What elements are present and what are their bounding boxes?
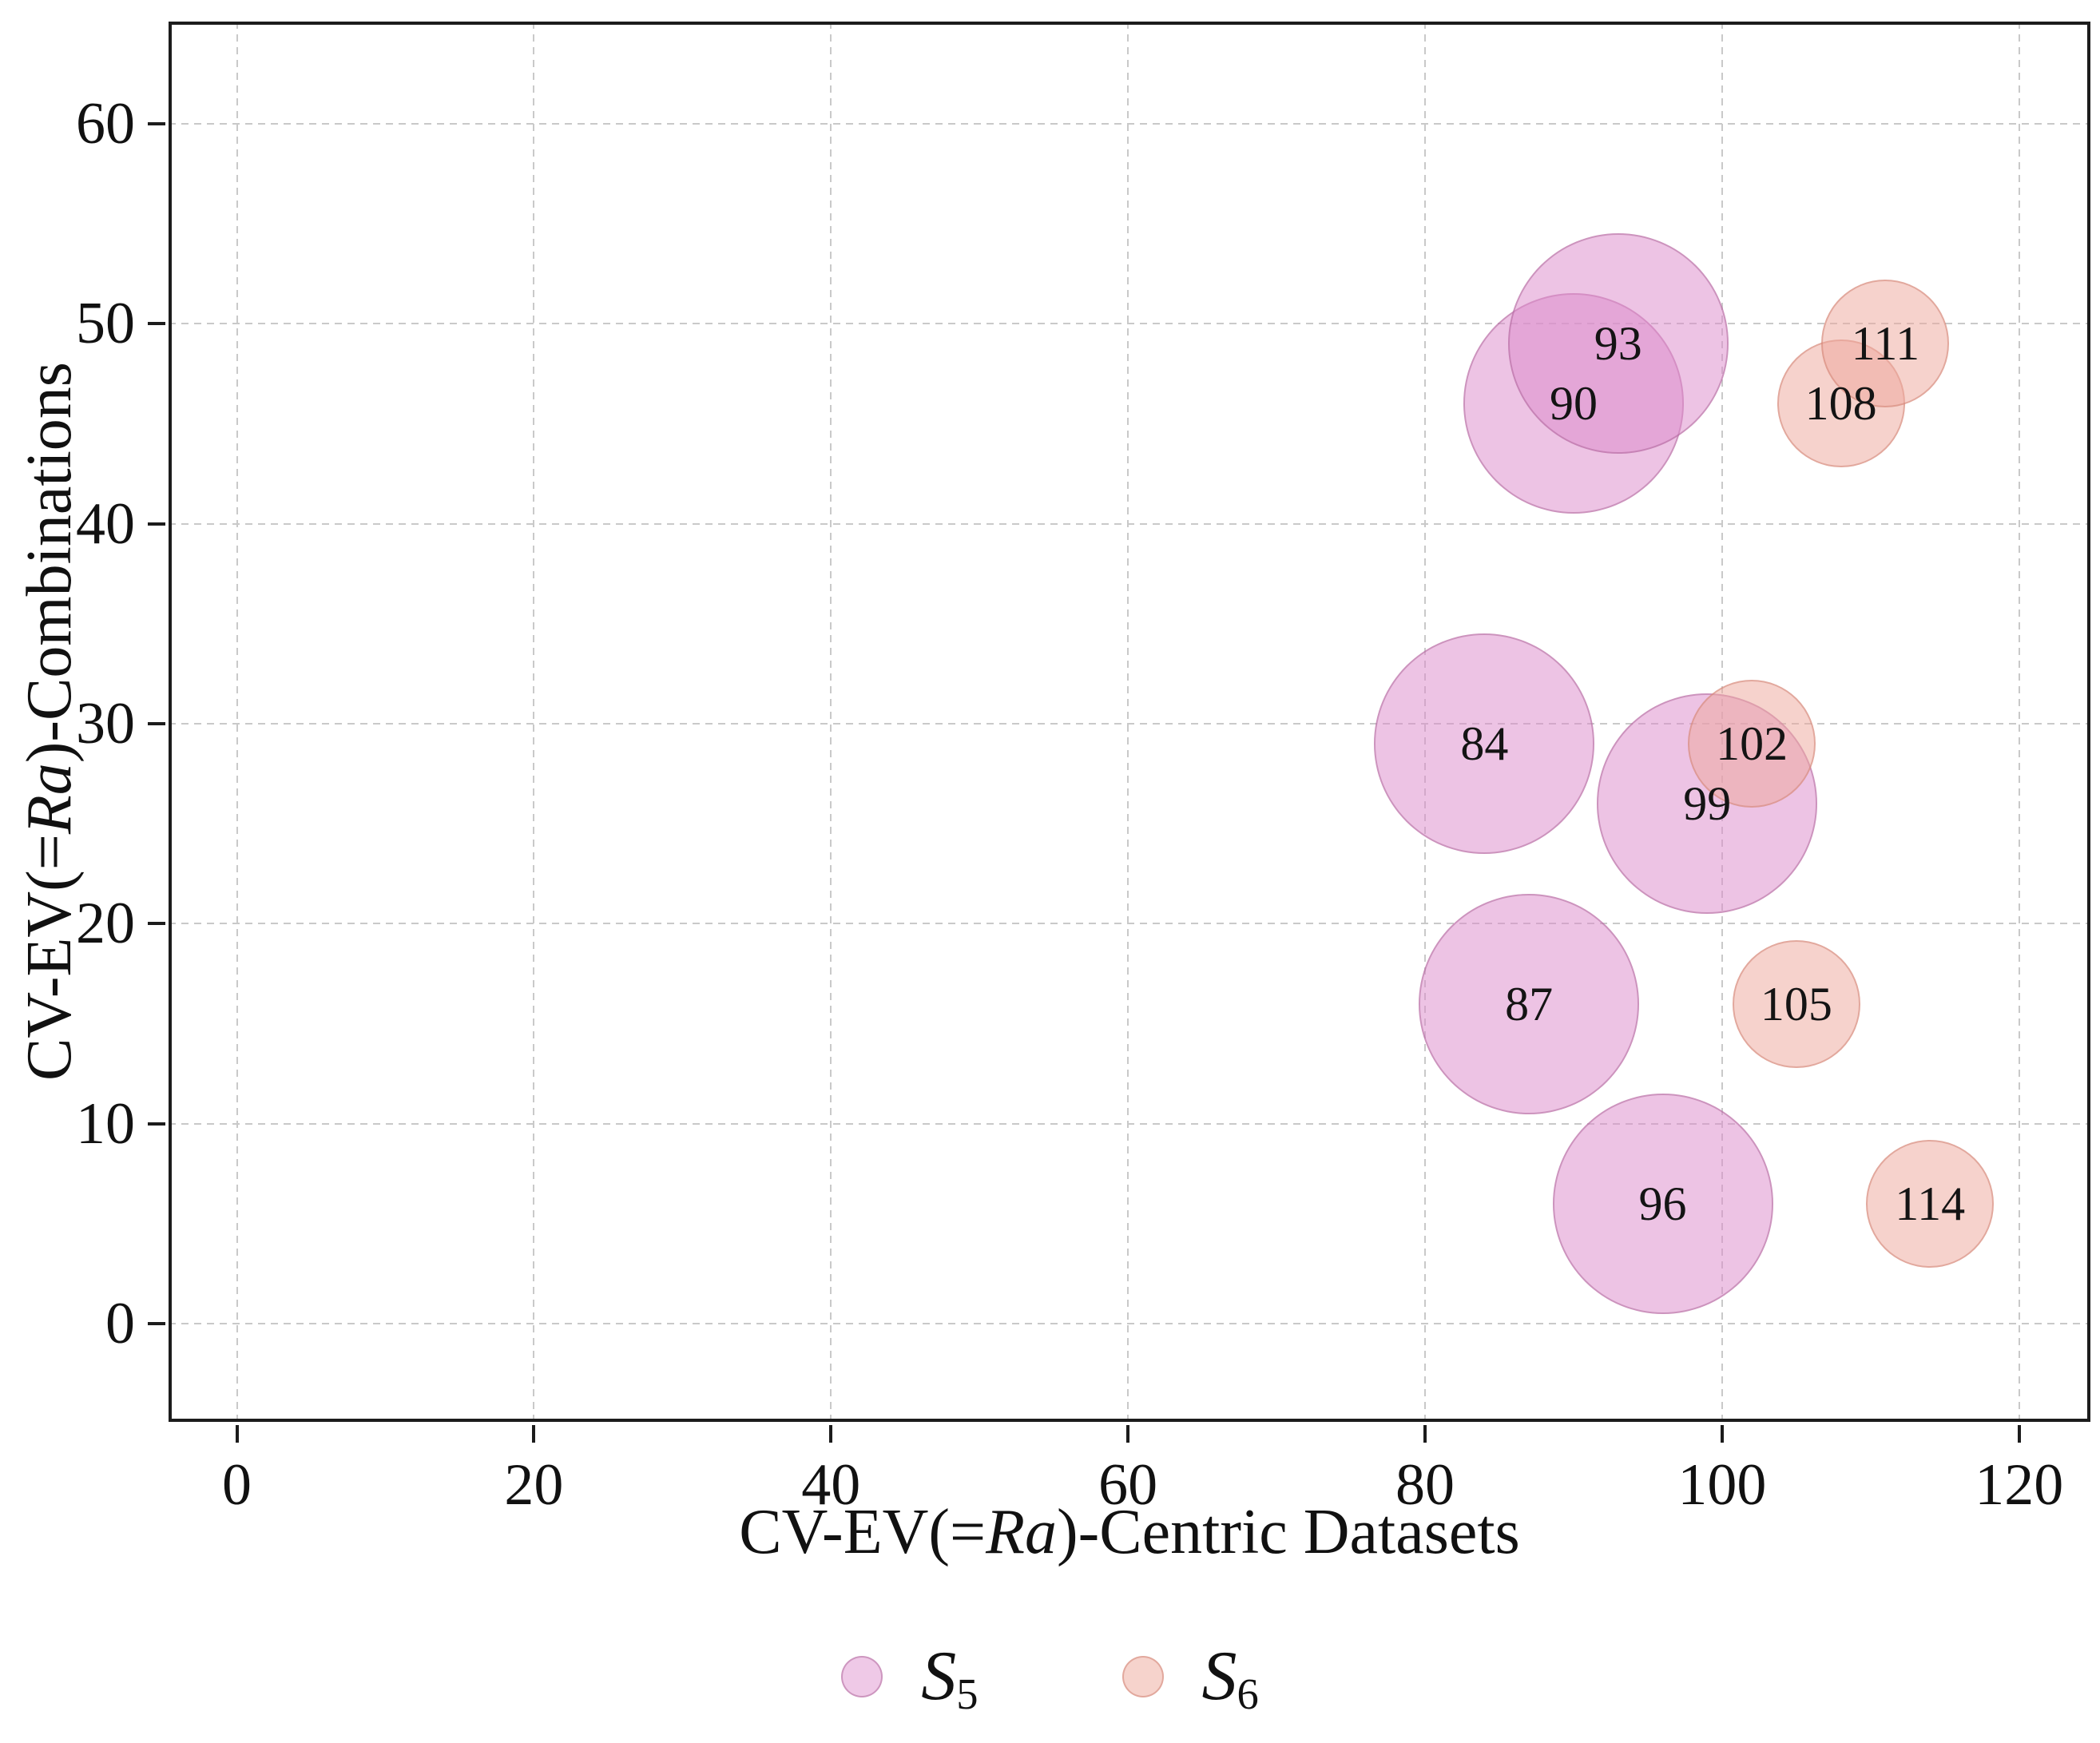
y-tick-label-30: 30 [76,691,135,756]
gridline-y-30 [169,723,2090,725]
bubble-s6-102 [1688,680,1816,808]
bubble-s5-87 [1419,893,1640,1114]
x-tick-label-40: 40 [801,1452,861,1518]
gridline-x-120 [2018,22,2020,1422]
gridline-y-60 [169,122,2090,125]
y-tick-20 [148,922,165,926]
bubble-label-108: 108 [1804,377,1877,431]
x-axis-title-prefix: CV-EV(= [739,1497,986,1567]
bubble-s6-105 [1732,939,1860,1068]
bubble-s5-93 [1507,233,1729,455]
y-axis-title-suffix: )-Combinations [14,362,85,764]
x-tick-40 [829,1425,833,1443]
gridline-x-40 [830,22,832,1422]
s5-marker-icon [841,1656,883,1697]
bubble-label-87: 87 [1505,977,1554,1030]
legend: S5 S6 [0,1638,2100,1718]
x-tick-label-80: 80 [1395,1452,1455,1518]
y-axis-title-prefix: CV-EV(= [14,834,85,1081]
x-axis-title-suffix: )-Centric Datasets [1056,1497,1520,1567]
gridline-y-40 [169,522,2090,525]
bubble-label-105: 105 [1760,977,1832,1030]
legend-label-s5: S5 [921,1638,979,1718]
x-axis-title: CV-EV(=Ra)-Centric Datasets [739,1500,1519,1564]
y-tick-label-20: 20 [76,891,135,957]
legend-item-s5: S5 [841,1638,979,1718]
bubble-s5-84 [1374,633,1595,855]
bubble-s6-114 [1866,1140,1995,1269]
y-tick-40 [148,522,165,526]
bubble-labels-layer: 84 87 90 93 96 99 102 105 108 111 114 [169,22,2090,1422]
bubble-label-111: 111 [1851,317,1920,371]
x-tick-label-120: 120 [1975,1452,2064,1518]
bubble-s6-111 [1821,280,1950,408]
y-tick-label-40: 40 [76,490,135,557]
bubble-label-84: 84 [1460,717,1509,771]
y-axis-title-italic: Ra [14,763,85,835]
legend-label-s6: S6 [1201,1638,1259,1718]
gridline-y-10 [169,1122,2090,1125]
gridline-y-50 [169,323,2090,325]
legend-item-s6: S6 [1121,1638,1259,1718]
plot-area: 0 20 40 60 80 100 120 0 10 20 30 40 50 60 84 87 90 93 96 9… [76,22,2090,1515]
y-tick-30 [148,722,165,725]
y-tick-label-0: 0 [105,1291,135,1357]
y-tick-60 [148,121,165,125]
x-tick-label-60: 60 [1098,1452,1158,1518]
x-tick-label-20: 20 [504,1452,564,1518]
bubble-label-90: 90 [1549,377,1598,431]
gridline-y-20 [169,923,2090,925]
x-tick-100 [1720,1425,1724,1443]
bubble-label-96: 96 [1638,1177,1687,1231]
y-tick-50 [148,322,165,326]
bubble-s5-96 [1552,1094,1773,1315]
y-tick-label-60: 60 [76,90,135,157]
bubbles-layer [169,22,2090,1422]
y-tick-0 [148,1322,165,1326]
gridline-x-20 [533,22,535,1422]
s6-marker-icon [1121,1656,1164,1697]
bubble-label-102: 102 [1716,717,1788,771]
bubble-label-93: 93 [1594,317,1642,371]
x-tick-0 [235,1425,239,1443]
axis-ticks-layer: 0 20 40 60 80 100 120 0 10 20 30 40 50 60 [76,22,2090,1515]
bubble-label-99: 99 [1683,777,1732,831]
x-tick-label-100: 100 [1677,1452,1767,1518]
x-tick-20 [532,1425,536,1443]
bubble-label-114: 114 [1895,1177,1966,1231]
gridline-y-0 [169,1323,2090,1325]
x-tick-label-0: 0 [222,1452,252,1518]
y-tick-label-50: 50 [76,291,135,357]
x-tick-60 [1126,1425,1130,1443]
x-tick-120 [2017,1425,2021,1443]
gridline-x-60 [1127,22,1129,1422]
y-tick-label-10: 10 [76,1090,135,1157]
x-axis-title-italic: Ra [986,1497,1057,1567]
gridline-x-0 [236,22,238,1422]
y-axis-title: CV-EV(=Ra)-Combinations [14,362,85,1081]
x-tick-80 [1423,1425,1427,1443]
y-tick-10 [148,1122,165,1126]
